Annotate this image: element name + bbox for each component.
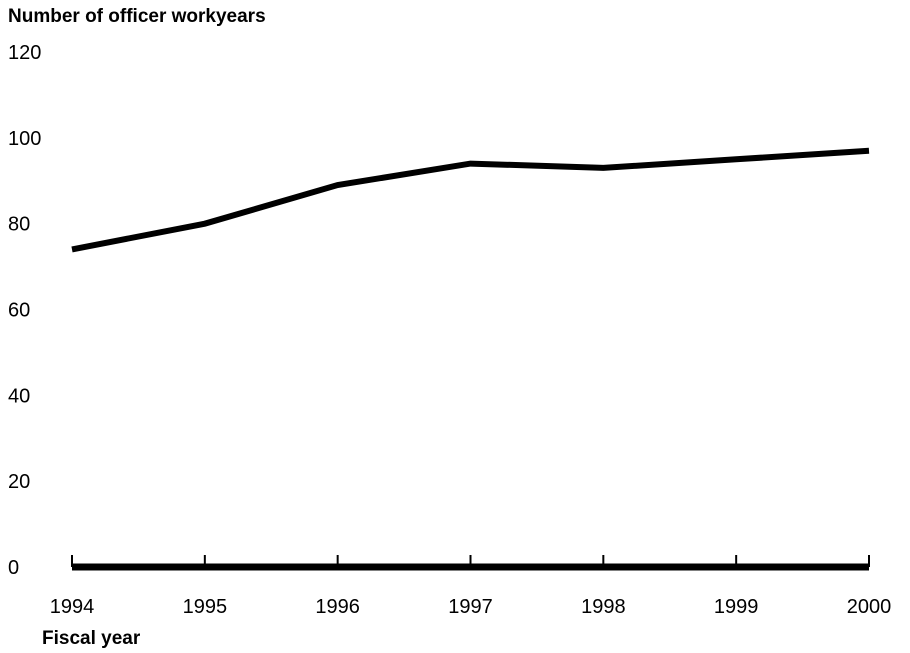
x-axis-title: Fiscal year [42,628,141,649]
y-axis-title: Number of officer workyears [8,6,266,27]
y-tick-label: 0 [8,557,19,579]
x-axis: 1994 1995 1996 1997 1998 1999 2000 [50,555,892,618]
y-tick-label: 100 [8,128,41,150]
x-tick-label: 1998 [581,596,626,618]
y-tick-label: 60 [8,300,30,322]
x-tick-label: 1999 [714,596,759,618]
x-tick-label: 1997 [448,596,493,618]
x-tick-label: 1995 [183,596,228,618]
y-tick-label: 20 [8,471,30,493]
y-tick-labels: 0 20 40 60 80 100 120 [8,42,41,579]
x-tick-label: 1996 [315,596,360,618]
y-tick-label: 40 [8,385,30,407]
x-tick-label: 1994 [50,596,95,618]
series-line [71,147,870,253]
y-tick-label: 120 [8,42,41,64]
series-group [71,147,870,253]
x-tick-label: 2000 [847,596,892,618]
y-tick-label: 80 [8,214,30,236]
